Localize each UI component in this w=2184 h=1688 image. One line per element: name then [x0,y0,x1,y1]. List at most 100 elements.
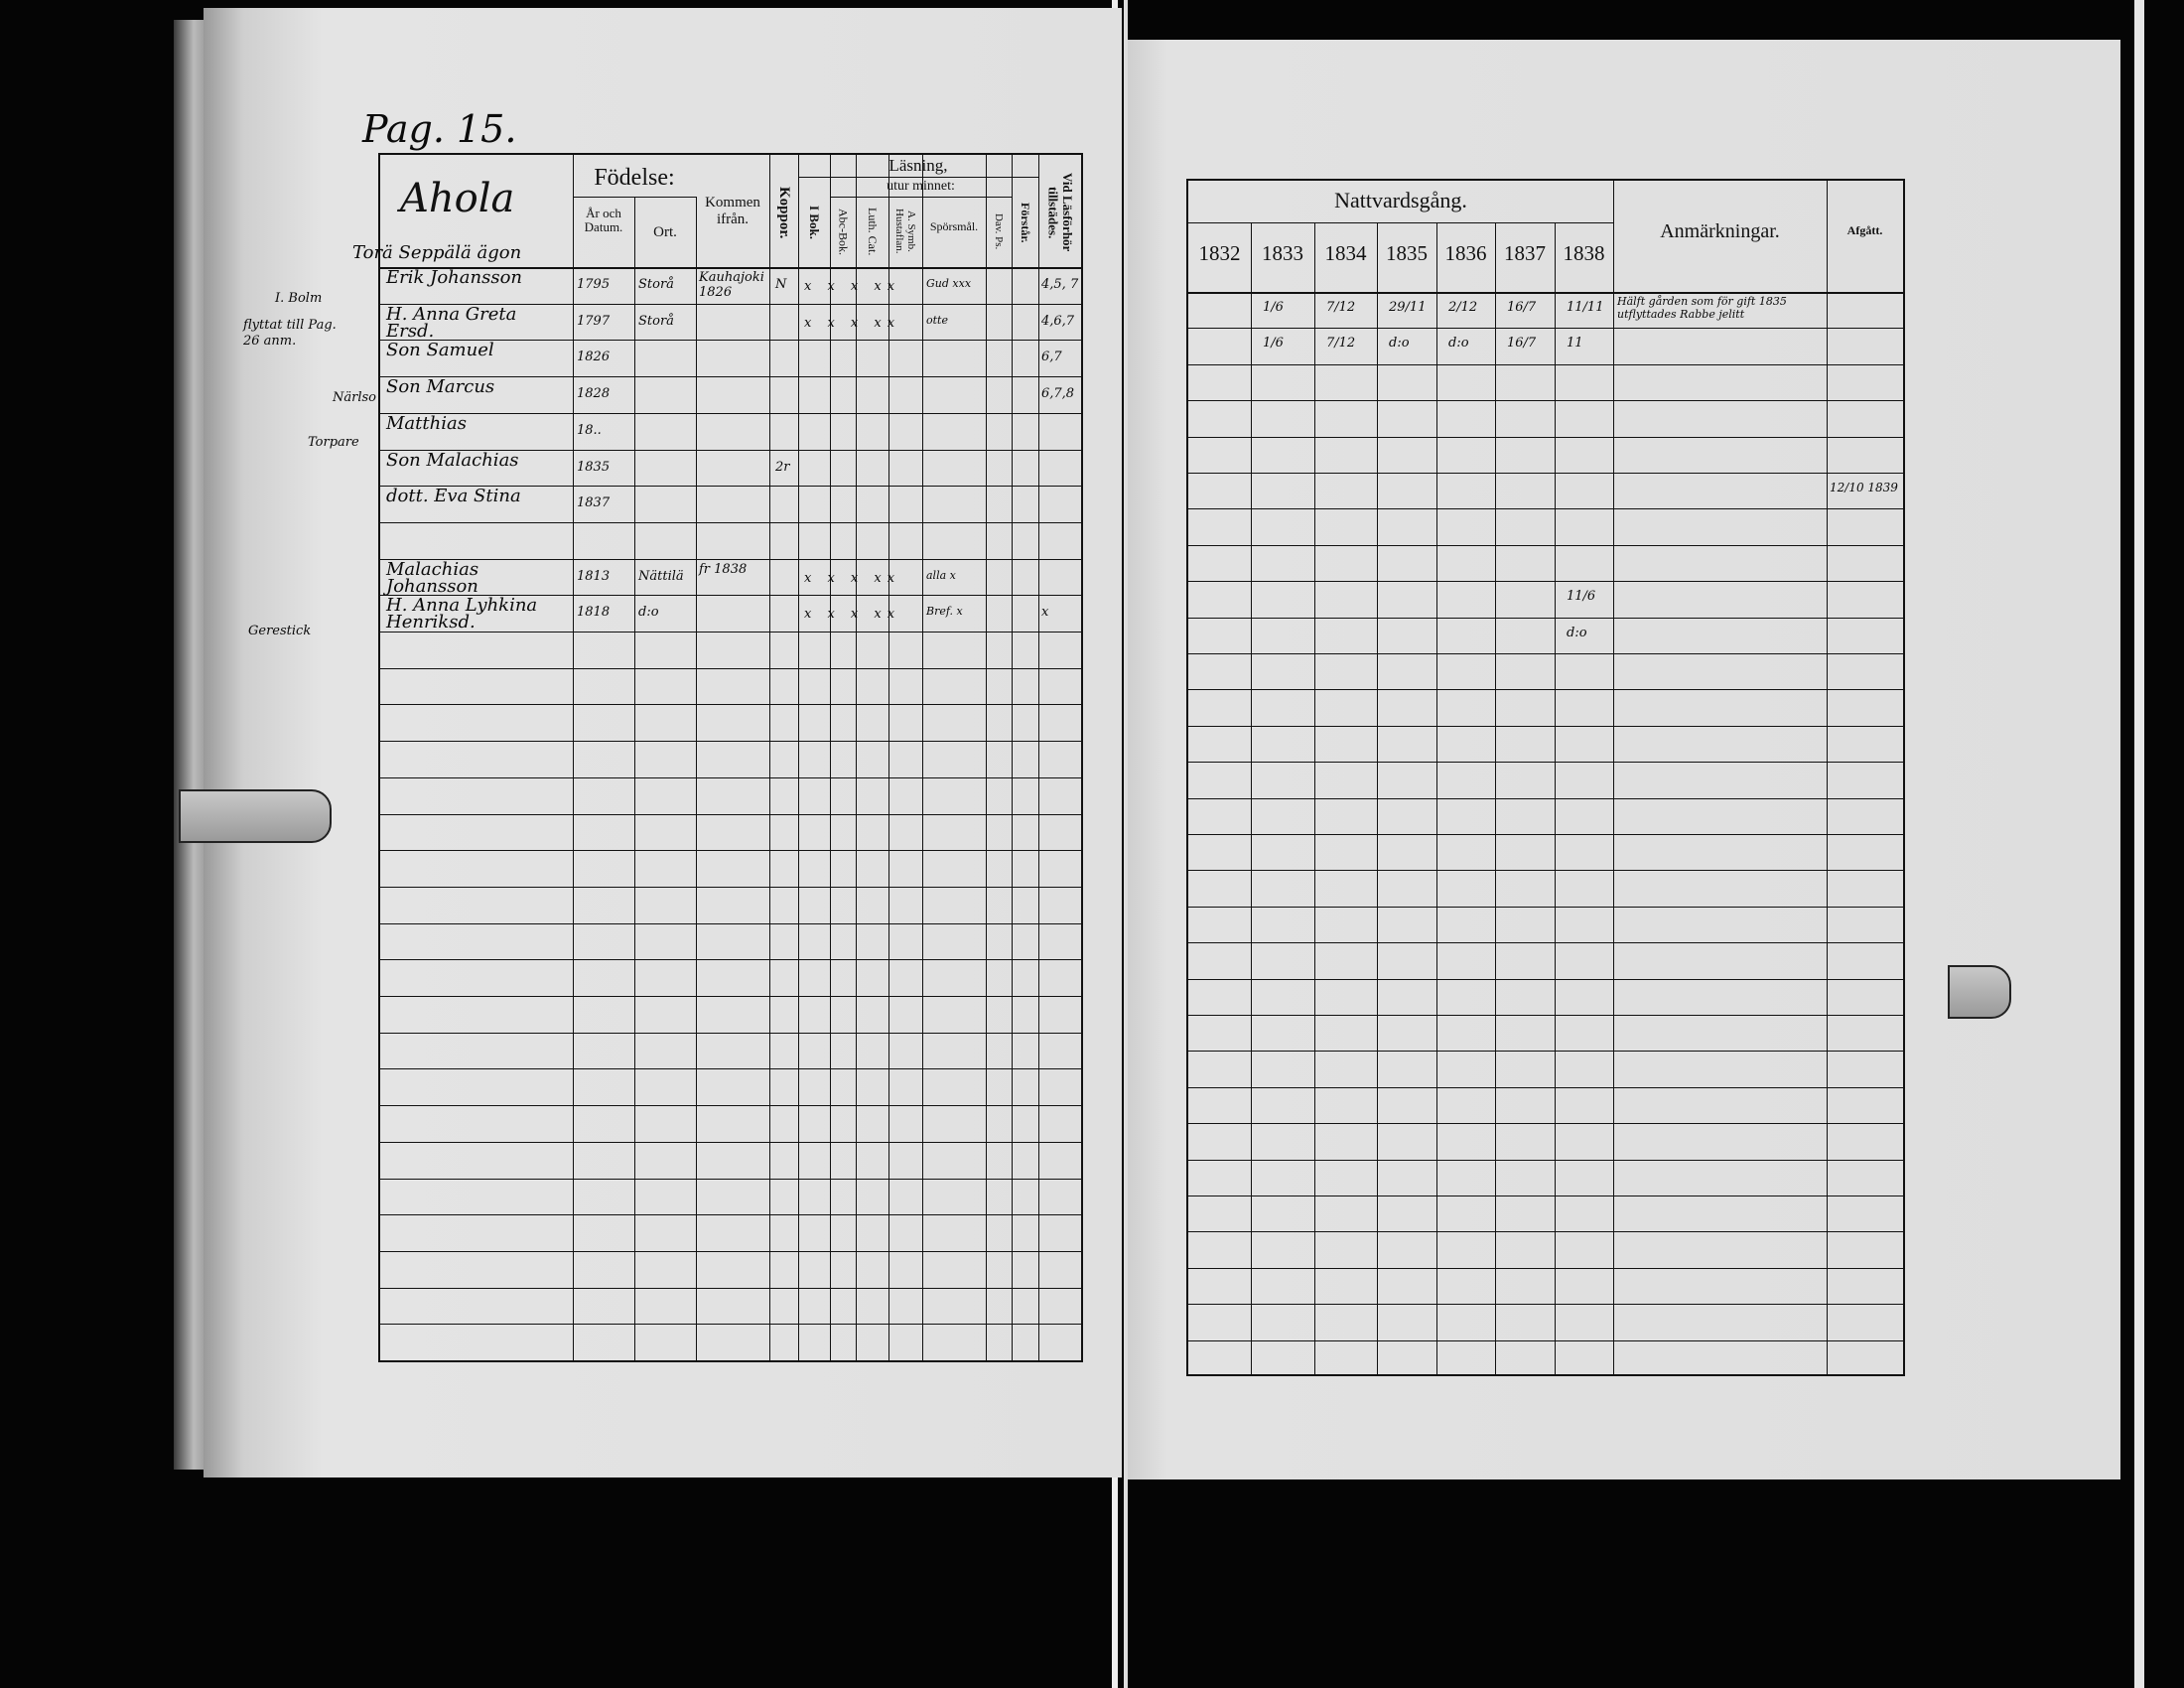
right-margin-strip [2134,0,2144,1688]
header-subdivider [573,197,696,198]
row-divider [380,1287,1081,1289]
header-i-bok: I Bok. [807,206,823,239]
column-divider [830,155,831,1360]
entry-birth: 1835 [577,459,611,475]
column-divider [798,155,799,1360]
place-name: Ahola [400,176,515,221]
column-divider [856,155,857,1360]
entry-birth: 1837 [577,495,611,511]
communion-date: 1/6 [1263,336,1284,352]
row-divider [380,340,1081,342]
communion-date: 2/12 [1448,300,1478,315]
communion-date: 11/6 [1567,589,1596,605]
entry-sporsmal: otte [926,313,948,327]
row-divider [380,1178,1081,1180]
communion-date: 11/11 [1567,300,1604,315]
row-divider [380,776,1081,778]
entry-vid: 4,6,7 [1041,313,1075,329]
row-divider [1188,363,1903,365]
column-divider [1012,155,1013,1360]
entry-vid: 4,5, 7 [1041,277,1079,292]
column-divider [1613,181,1614,1374]
header-forstar: Förstår. [1019,202,1033,243]
row-divider [380,922,1081,924]
header-abc-bok: Abc-Bok. [836,208,851,255]
subtitle: Torä Seppälä ägon [352,242,522,263]
entry-birth: 1826 [577,350,611,365]
header-divider [380,267,1081,269]
row-divider [1188,400,1903,402]
header-year: 1832 [1198,241,1241,265]
entry-koppor: N [775,277,787,292]
row-divider [380,1214,1081,1216]
column-divider [769,155,770,1360]
row-divider [380,1250,1081,1252]
row-divider [1188,508,1903,510]
header-subdivider [1188,222,1613,223]
row-divider [380,667,1081,669]
right-page [1128,40,2120,1479]
entry-name: Son Malachias [386,449,519,471]
entry-birth: 1828 [577,386,611,402]
page-label: Pag. 15. [362,107,517,151]
right-register-table: Nattvardsgång. Anmärkningar. Afgått. 183… [1186,179,1905,1376]
row-divider [1188,581,1903,583]
entry-name: Malachias Johansson [386,558,479,597]
entry-place: Storå [638,313,674,329]
row-divider [1188,1051,1903,1053]
row-divider [380,595,1081,597]
row-divider [1188,1086,1903,1088]
row-divider [1188,834,1903,835]
entry-reading-marks: x x x xx [804,607,901,623]
bookmark-tab [1948,965,2011,1019]
row-divider [1188,436,1903,438]
entry-name: dott. Eva Stina [386,486,521,507]
communion-date: 7/12 [1326,300,1356,315]
column-divider [696,197,697,1360]
row-divider [1188,762,1903,764]
column-divider [1827,181,1828,1374]
row-divider [1188,689,1903,691]
row-divider [380,521,1081,523]
header-subdivider [798,177,1038,178]
row-divider [380,813,1081,815]
header-nattvardsgang: Nattvardsgång. [1334,188,1467,212]
row-divider [1188,1339,1903,1341]
row-divider [380,1324,1081,1326]
header-fodelse: Födelse: [594,165,675,191]
header-year: 1835 [1386,241,1428,265]
entry-reading-marks: x x x xx [804,315,901,331]
row-divider [1188,942,1903,944]
row-divider [380,486,1081,488]
entry-name: H. Anna Greta Ersd. [386,303,517,342]
row-divider [380,1068,1081,1070]
binding-strip-2 [1124,0,1128,1688]
entry-vid: x [1041,605,1049,621]
entry-from: Kauhajoki 1826 [699,270,764,300]
header-year: 1836 [1444,241,1487,265]
row-divider [1188,725,1903,727]
left-register-table: Ahola Födelse: År och Datum. Ort. Kommen… [378,153,1083,1362]
entry-name: Son Marcus [386,376,495,398]
row-divider [1188,906,1903,908]
entry-note: Hälft gården som för gift 1835 utflyttad… [1617,295,1787,321]
communion-date: 1/6 [1263,300,1284,315]
row-divider [1188,1304,1903,1306]
header-symb: A. Symb. Hustaflan. [893,209,918,254]
entry-name: Son Samuel [386,340,494,361]
entry-koppor: 2r [775,459,790,475]
entry-birth: 18.. [577,422,602,438]
header-afgatt: Afgått. [1846,223,1883,237]
row-divider [380,704,1081,706]
margin-note: Gerestick [248,624,312,638]
header-year: 1833 [1262,241,1303,265]
entry-birth: 1818 [577,605,611,621]
header-lasning: Läsning, [888,156,948,175]
entry-name: H. Anna Lyhkina Henriksd. [386,595,538,633]
communion-date: d:o [1389,336,1410,352]
row-divider [380,376,1081,378]
row-divider [1188,870,1903,872]
column-divider [922,155,923,1360]
header-kommen-ifran: Kommen ifrån. [705,195,760,227]
column-divider [634,197,635,1360]
